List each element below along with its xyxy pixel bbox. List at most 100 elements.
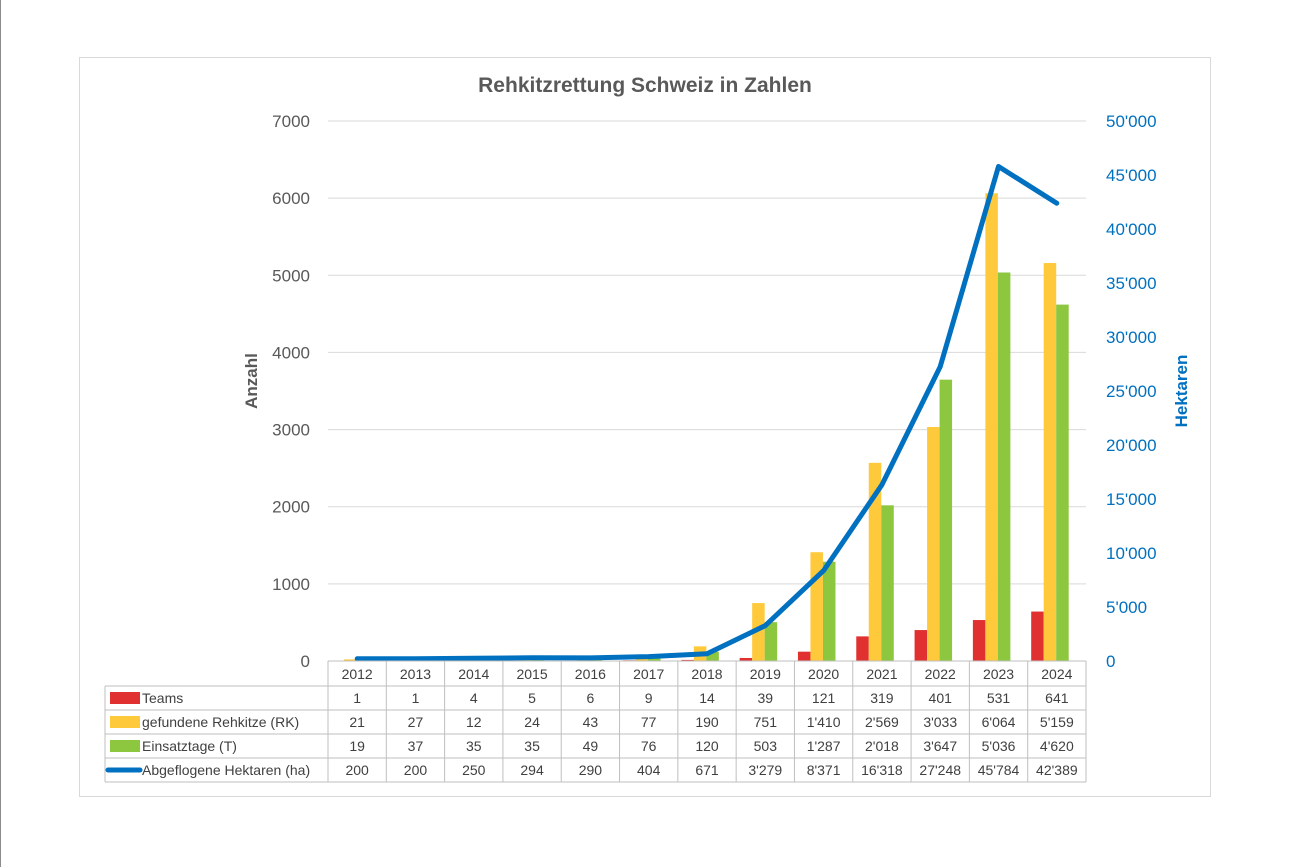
bar-2-12: [1056, 304, 1069, 661]
legend-key-1: [110, 716, 140, 728]
table-header-year: 2012: [342, 666, 373, 682]
bar-2-6: [706, 651, 719, 661]
table-cell: 503: [754, 738, 778, 754]
bar-1-8: [810, 552, 823, 661]
y-axis-left-label: Anzahl: [242, 353, 261, 409]
table-cell: 21: [349, 714, 365, 730]
table-cell: 200: [404, 762, 428, 778]
y-left-tick-label: 0: [301, 652, 310, 671]
bars: [331, 193, 1069, 661]
table-cell: 671: [695, 762, 719, 778]
legend-key-0: [110, 692, 140, 704]
y-right-tick-label: 25'000: [1106, 382, 1157, 401]
table-cell: 27: [408, 714, 424, 730]
table-header-year: 2019: [750, 666, 781, 682]
table-cell: 190: [695, 714, 719, 730]
bar-0-10: [914, 630, 928, 661]
table-cell: 250: [462, 762, 486, 778]
bar-1-9: [868, 462, 882, 661]
table-cell: 290: [579, 762, 603, 778]
bar-0-12: [1031, 611, 1044, 661]
bar-2-11: [997, 272, 1011, 661]
chart-title: Rehkitzrettung Schweiz in Zahlen: [478, 74, 812, 97]
table-cell: 42'389: [1036, 762, 1078, 778]
y-right-tick-label: 50'000: [1106, 112, 1157, 131]
left-border-line: [0, 0, 1, 867]
table-header-year: 2015: [516, 666, 547, 682]
table-cell: 6: [586, 690, 594, 706]
table-cell: 319: [870, 690, 894, 706]
table-cell: 2'018: [865, 738, 899, 754]
table-cell: 641: [1045, 690, 1069, 706]
table-cell: 27'248: [919, 762, 961, 778]
table-header-year: 2013: [400, 666, 431, 682]
table-cell: 294: [520, 762, 544, 778]
table-cell: 76: [641, 738, 657, 754]
table-cell: 6'064: [982, 714, 1016, 730]
table-cell: 45'784: [978, 762, 1020, 778]
y-right-tick-label: 45'000: [1106, 166, 1157, 185]
bar-2-7: [764, 622, 778, 661]
bar-2-10: [939, 379, 953, 661]
table-cell: 19: [349, 738, 365, 754]
table-cell: 37: [408, 738, 424, 754]
table-cell: 35: [466, 738, 482, 754]
y-axis-right-ticks: 0 5'000 10'000 15'000 20'000 25'000 30'000 35'0…: [1106, 112, 1157, 671]
y-left-tick-label: 2000: [272, 498, 310, 517]
legend-label-1: gefundene Rehkitze (RK): [142, 714, 299, 730]
table-cell: 5'159: [1040, 714, 1074, 730]
table-cell: 77: [641, 714, 657, 730]
table-header-year: 2018: [691, 666, 722, 682]
chart-frame: [79, 57, 1211, 797]
y-right-tick-label: 15'000: [1106, 490, 1157, 509]
legend-label-0: Teams: [142, 690, 183, 706]
table-cell: 200: [345, 762, 369, 778]
gridlines: [328, 120, 1086, 585]
table-cell: 4: [470, 690, 478, 706]
table-header-year: 2022: [925, 666, 956, 682]
bar-0-11: [972, 620, 986, 661]
table-cell: 121: [812, 690, 836, 706]
y-left-tick-label: 6000: [272, 189, 310, 208]
table-cell: 1'410: [807, 714, 841, 730]
y-right-tick-label: 20'000: [1106, 436, 1157, 455]
table-cell: 12: [466, 714, 482, 730]
table-header-year: 2020: [808, 666, 839, 682]
bar-1-12: [1043, 263, 1057, 661]
table-cell: 120: [695, 738, 719, 754]
data-table: 2012 2013 2014 2015 2016 2017 2018 2019 2020 2021…: [104, 660, 1087, 783]
series-line-hectares: [354, 164, 1060, 662]
y-right-tick-label: 5'000: [1106, 598, 1147, 617]
table-header-year: 2024: [1041, 666, 1072, 682]
table-cell: 49: [583, 738, 599, 754]
y-left-tick-label: 1000: [272, 575, 310, 594]
y-axis-right-label: Hektaren: [1172, 355, 1191, 428]
table-cell: 16'318: [861, 762, 903, 778]
legend-label-3: Abgeflogene Hektaren (ha): [142, 762, 310, 778]
table-cell: 3'279: [748, 762, 782, 778]
table-cell: 9: [645, 690, 653, 706]
y-axis-left-ticks: 0 1000 2000 3000 4000 5000 6000 7000: [272, 112, 310, 671]
legend-key-2: [110, 740, 140, 752]
y-right-tick-label: 35'000: [1106, 274, 1157, 293]
bar-0-8: [797, 651, 811, 661]
table-cell: 8'371: [807, 762, 841, 778]
table-cell: 1'287: [807, 738, 841, 754]
table-cell: 3'647: [923, 738, 957, 754]
y-right-tick-label: 40'000: [1106, 220, 1157, 239]
y-left-tick-label: 7000: [272, 112, 310, 131]
table-header-year: 2023: [983, 666, 1014, 682]
table-header-year: 2016: [575, 666, 606, 682]
table-cell: 43: [583, 714, 599, 730]
hectares-line: [354, 164, 1060, 662]
bar-2-9: [881, 505, 894, 661]
table-cell: 531: [987, 690, 1011, 706]
table-header-year: 2017: [633, 666, 664, 682]
y-right-tick-label: 0: [1106, 652, 1115, 671]
bar-1-10: [927, 427, 940, 661]
y-left-tick-label: 4000: [272, 343, 310, 362]
table-cell: 14: [699, 690, 715, 706]
table-header-year: 2014: [458, 666, 489, 682]
table-cell: 5'036: [982, 738, 1016, 754]
